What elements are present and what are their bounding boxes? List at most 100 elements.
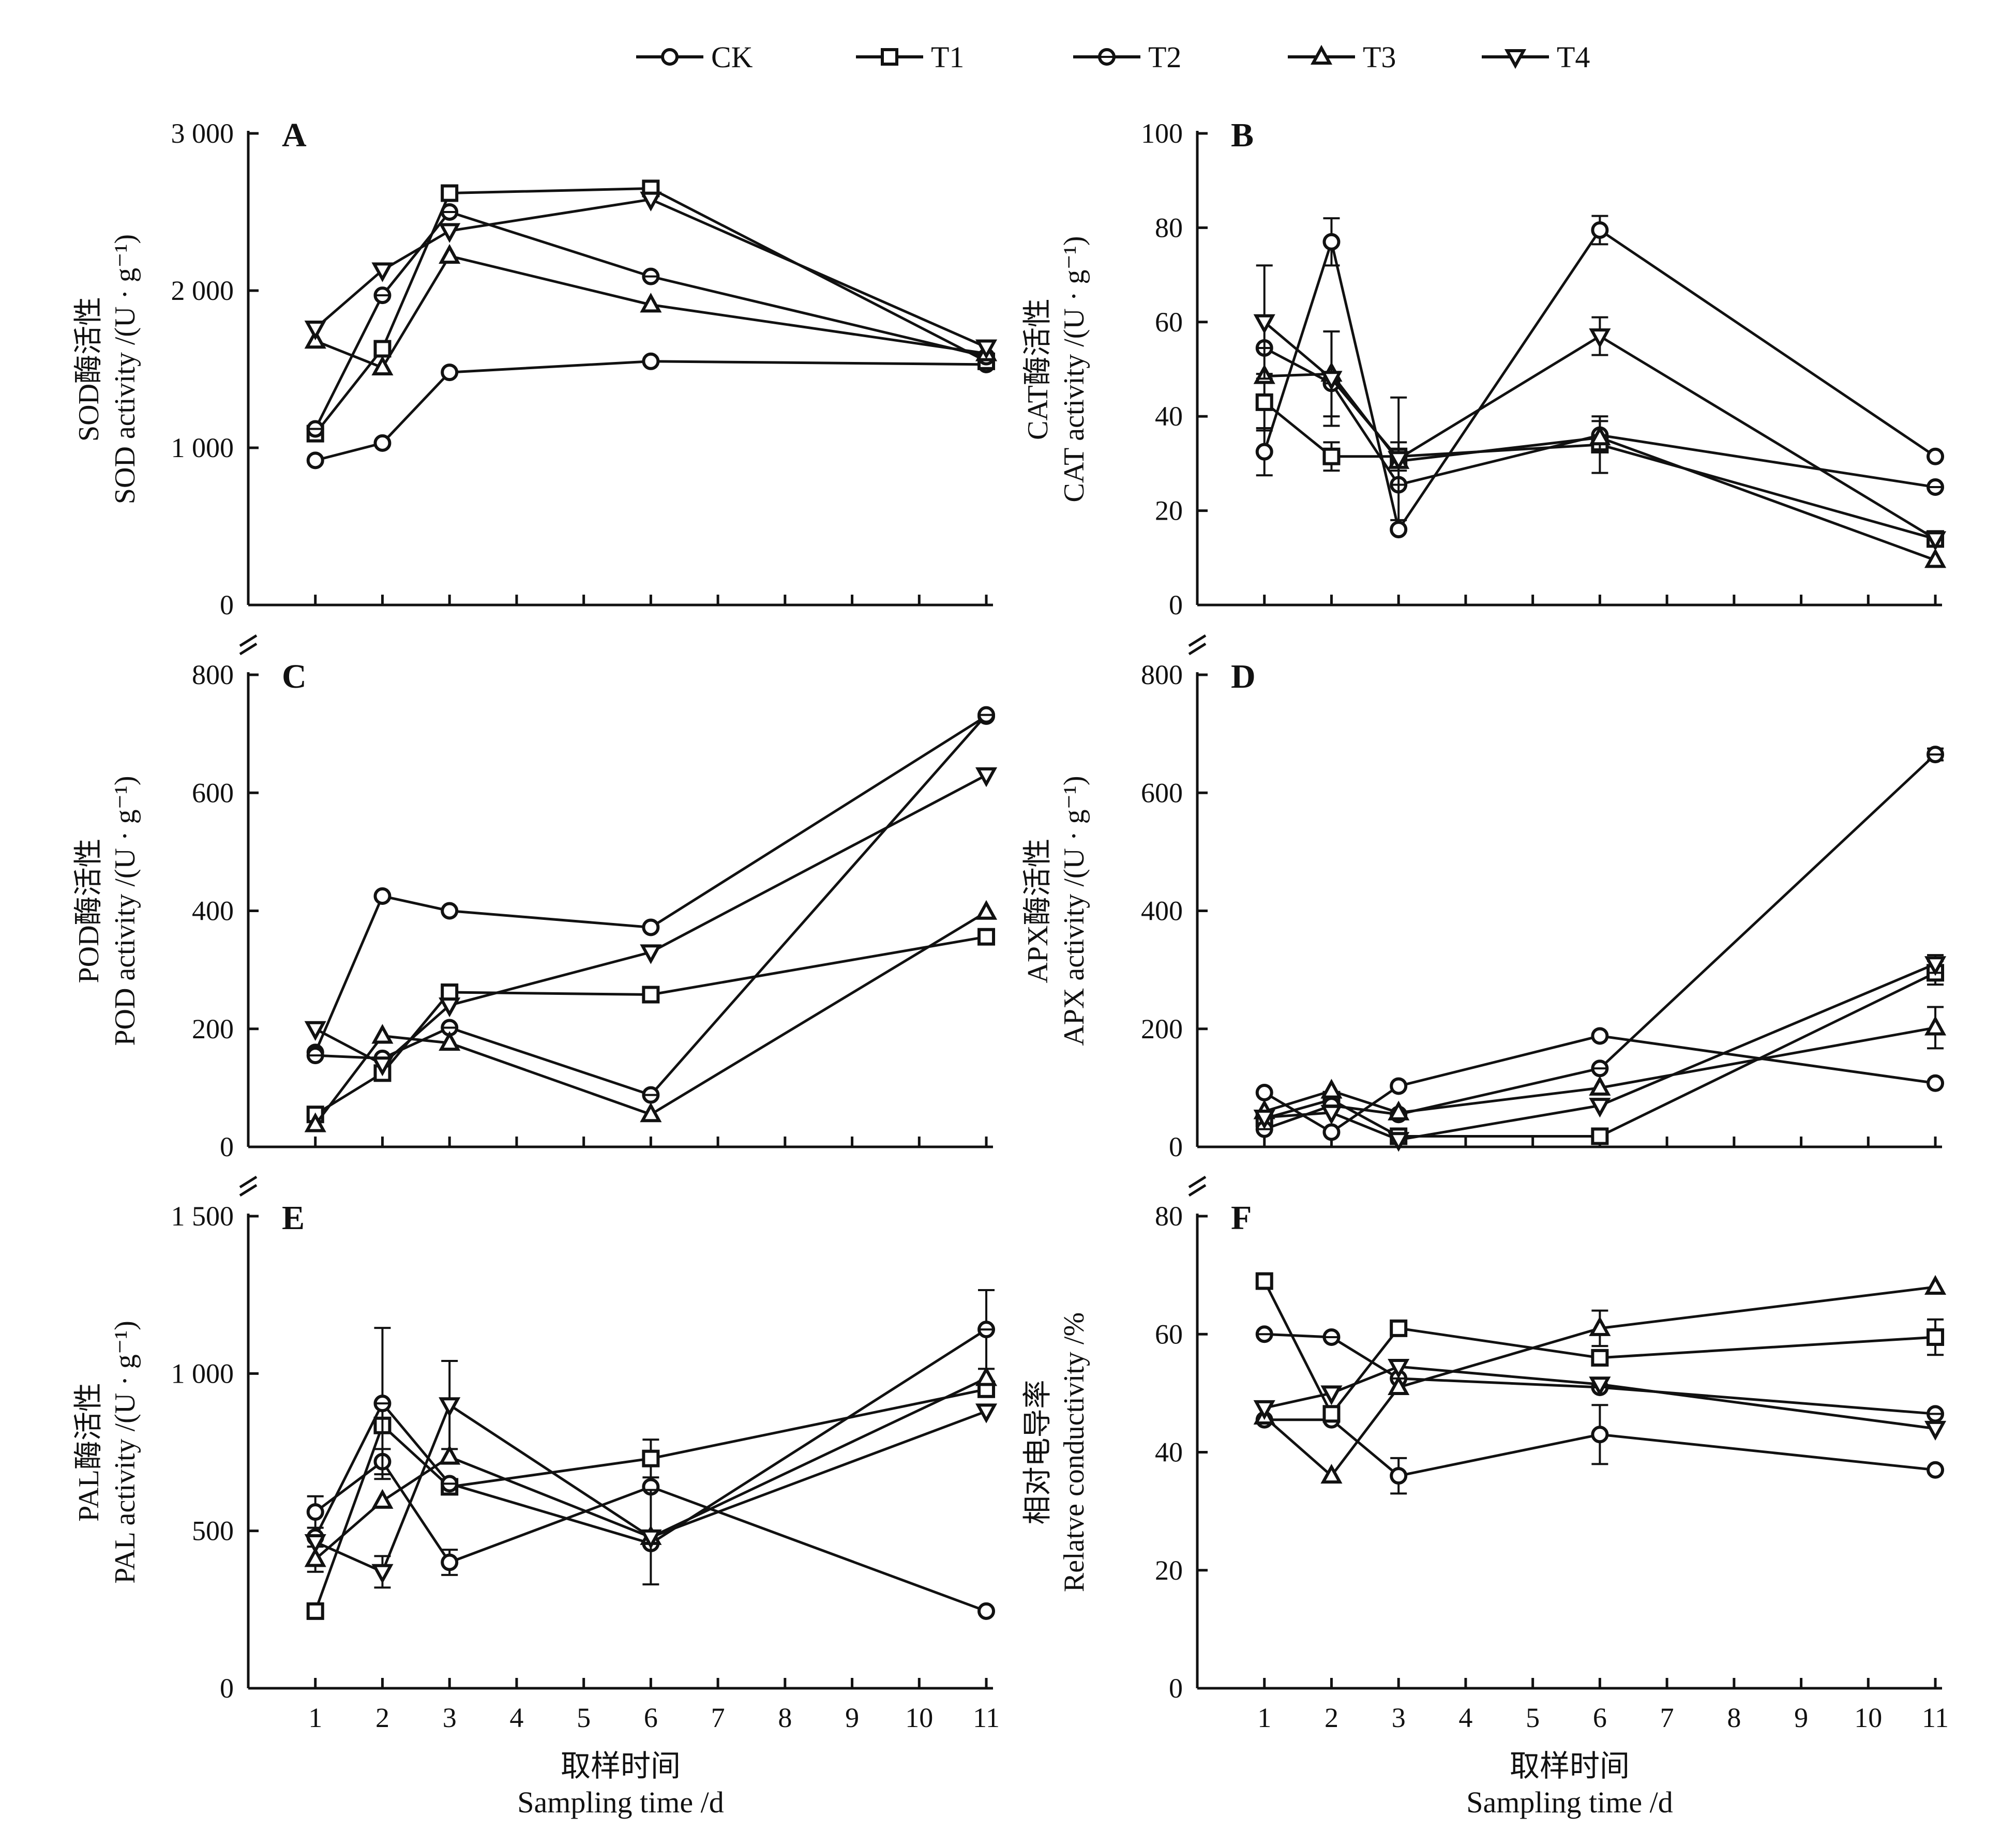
data-point — [304, 1547, 326, 1567]
data-point — [1320, 371, 1343, 391]
data-point — [642, 1086, 660, 1104]
x-tick-label: 11 — [973, 1702, 1000, 1733]
panel-letter: E — [282, 1199, 305, 1237]
x-tick-label: 3 — [443, 1702, 457, 1733]
panel-b: 0 20 40 60 80 100 B CAT酶活性 CAT activity /(U · g⁻… — [1022, 116, 1947, 620]
data-point — [1390, 521, 1408, 539]
legend: CK T1 T2 T3 T4 — [636, 40, 1590, 74]
legend-marker — [1098, 48, 1116, 66]
data-point — [1322, 1328, 1341, 1346]
data-point — [441, 1553, 459, 1571]
series-t3 — [304, 244, 998, 375]
y-tick-label: 40 — [1155, 401, 1183, 432]
series-line — [315, 714, 987, 1097]
y-tick-label: 3 000 — [171, 118, 234, 149]
data-point — [441, 983, 459, 1001]
y-axis-title-zh: CAT酶活性 — [1022, 298, 1054, 440]
data-point — [977, 1602, 996, 1620]
y-axis-title-zh: 相对电导率 — [1022, 1380, 1054, 1525]
data-point — [1927, 1405, 1945, 1423]
x-tick-label: 10 — [1854, 1702, 1882, 1733]
y-tick-label: 1 000 — [171, 1358, 234, 1389]
data-point — [1322, 1123, 1341, 1141]
axis-break — [1188, 1175, 1207, 1189]
data-point — [640, 1102, 662, 1123]
data-point — [1390, 1319, 1408, 1337]
data-point — [439, 1031, 461, 1051]
panel-letter: F — [1231, 1199, 1252, 1237]
data-point — [640, 293, 662, 313]
x-tick-label: 2 — [375, 1702, 389, 1733]
data-point — [642, 267, 660, 285]
x-tick-label: 7 — [711, 1702, 725, 1733]
data-point — [642, 1449, 660, 1467]
y-axis-title-en: SOD activity /(U · g⁻¹) — [109, 234, 141, 504]
series-t4 — [1253, 954, 1947, 1152]
data-point — [1591, 1127, 1609, 1145]
legend-marker — [1504, 49, 1527, 69]
x-tick-label: 11 — [1922, 1702, 1949, 1733]
data-point — [1924, 531, 1947, 551]
series-ck — [306, 707, 996, 1062]
panel-f: 0 20 40 60 80 1 2 3 4 5 6 7 8 9 10 11 F 相对电导率 Relatve cond… — [1022, 1175, 1949, 1819]
data-point — [1388, 1375, 1410, 1395]
data-point — [306, 1602, 324, 1620]
data-point — [1927, 1074, 1945, 1092]
data-point — [1320, 1079, 1343, 1099]
data-point — [441, 1475, 459, 1493]
data-point — [1589, 1316, 1611, 1336]
y-tick-label: 0 — [220, 589, 234, 620]
y-axis-title-en: APX activity /(U · g⁻¹) — [1058, 776, 1090, 1046]
data-point — [306, 1503, 324, 1521]
y-axis-title-en: PAL activity /(U · g⁻¹) — [109, 1321, 141, 1584]
data-point — [642, 352, 660, 370]
panel-letter: A — [282, 116, 307, 154]
data-point — [371, 1024, 394, 1044]
data-point — [1927, 447, 1945, 465]
data-point — [975, 1366, 998, 1386]
data-point — [371, 262, 394, 282]
data-point — [441, 364, 459, 382]
data-point — [1320, 1104, 1343, 1125]
x-tick-label: 7 — [1660, 1702, 1674, 1733]
x-tick-label: 5 — [577, 1702, 591, 1733]
legend-item-ck: CK — [636, 40, 753, 74]
y-tick-label: 0 — [220, 1131, 234, 1162]
y-tick-label: 1 000 — [171, 432, 234, 463]
x-tick-label: 6 — [1593, 1702, 1607, 1733]
data-point — [1924, 1275, 1947, 1295]
data-point — [642, 918, 660, 936]
data-point — [1591, 221, 1609, 239]
y-tick-label: 80 — [1155, 212, 1183, 243]
data-point — [439, 1397, 461, 1417]
axis-break — [239, 1184, 258, 1197]
data-point — [371, 1489, 394, 1509]
series-t4 — [304, 1359, 998, 1589]
y-tick-label: 600 — [192, 777, 234, 808]
panel-d: 0 200 400 600 800 D APX酶活性 APX activity /(U · g… — [1022, 634, 1947, 1162]
x-tick-label: 8 — [778, 1702, 792, 1733]
data-point — [1390, 1077, 1408, 1095]
data-point — [373, 434, 392, 452]
series-t4 — [1253, 1359, 1947, 1441]
y-tick-label: 0 — [1169, 1131, 1183, 1162]
series-t2 — [306, 706, 996, 1104]
series-t1 — [1255, 373, 1945, 548]
data-point — [439, 997, 461, 1018]
data-point — [371, 355, 394, 375]
data-point — [1388, 1132, 1410, 1152]
data-point — [1322, 447, 1341, 465]
data-point — [1253, 314, 1275, 335]
data-point — [975, 900, 998, 920]
data-point — [640, 1529, 662, 1550]
y-tick-label: 0 — [1169, 589, 1183, 620]
data-point — [371, 1056, 394, 1077]
y-tick-label: 400 — [1141, 896, 1183, 927]
series-ck — [1255, 1404, 1945, 1495]
data-point — [975, 339, 998, 359]
x-tick-label: 2 — [1325, 1702, 1338, 1733]
series-t3 — [304, 900, 998, 1132]
x-tick-label: 3 — [1392, 1702, 1406, 1733]
data-point — [642, 986, 660, 1004]
data-point — [1589, 426, 1611, 446]
